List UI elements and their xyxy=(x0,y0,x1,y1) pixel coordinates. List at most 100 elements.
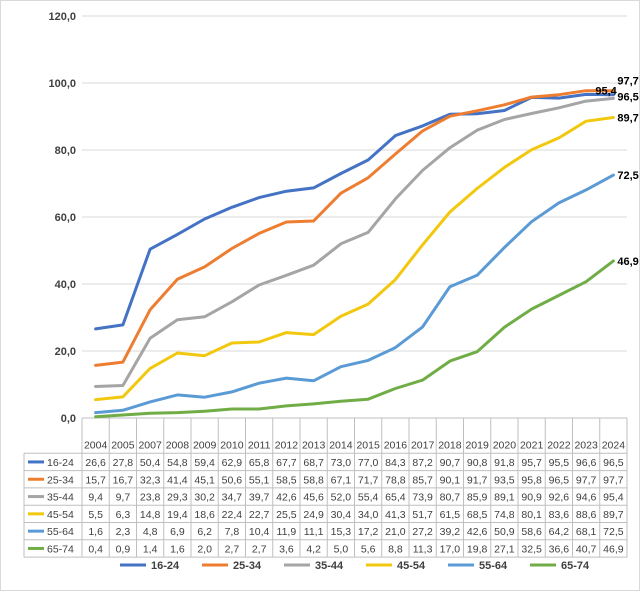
table-cell: 55,1 xyxy=(249,474,270,486)
table-cell: 34,7 xyxy=(222,492,243,504)
table-series-name: 35-44 xyxy=(47,492,74,504)
table-cell: 10,4 xyxy=(249,526,270,538)
table-series-name: 25-34 xyxy=(47,474,74,486)
table-cell: 16,7 xyxy=(113,474,134,486)
table-cell: 73,0 xyxy=(331,457,352,469)
table-cell: 4,8 xyxy=(143,526,158,538)
table-cell: 68,5 xyxy=(467,509,488,521)
x-tick-label: 2021 xyxy=(520,440,544,452)
table-cell: 90,8 xyxy=(467,457,488,469)
table-cell: 89,7 xyxy=(603,509,624,521)
table-cell: 5,0 xyxy=(334,543,349,555)
table-cell: 85,9 xyxy=(467,492,488,504)
end-label-65-74: 46,9 xyxy=(617,256,638,268)
y-tick-label: 60,0 xyxy=(55,212,76,224)
table-cell: 23,8 xyxy=(140,492,161,504)
end-label-16-24: 96,5 xyxy=(617,92,638,104)
table-cell: 24,9 xyxy=(303,509,324,521)
x-tick-label: 2004 xyxy=(84,440,108,452)
table-cell: 62,9 xyxy=(222,457,243,469)
table-cell: 15,3 xyxy=(331,526,352,538)
y-tick-label: 120,0 xyxy=(48,11,76,23)
x-tick-label: 2013 xyxy=(302,440,326,452)
table-cell: 9,7 xyxy=(116,492,131,504)
table-cell: 1,6 xyxy=(88,526,103,538)
table-cell: 5,5 xyxy=(88,509,103,521)
table-cell: 17,2 xyxy=(358,526,379,538)
table-cell: 88,6 xyxy=(576,509,597,521)
table-cell: 50,4 xyxy=(140,457,161,469)
table-cell: 72,5 xyxy=(603,526,624,538)
table-cell: 41,3 xyxy=(385,509,406,521)
table-cell: 18,6 xyxy=(194,509,215,521)
table-cell: 77,0 xyxy=(358,457,379,469)
table-cell: 41,4 xyxy=(167,474,188,486)
x-tick-label: 2015 xyxy=(356,440,380,452)
table-cell: 67,1 xyxy=(331,474,352,486)
table-cell: 1,4 xyxy=(143,543,158,555)
table-cell: 27,2 xyxy=(412,526,433,538)
table-cell: 85,7 xyxy=(412,474,433,486)
x-tick-label: 2024 xyxy=(602,440,626,452)
table-cell: 25,5 xyxy=(276,509,297,521)
table-cell: 80,1 xyxy=(521,509,542,521)
table-cell: 80,7 xyxy=(440,492,461,504)
table-series-name: 45-54 xyxy=(47,509,74,521)
x-tick-label: 2011 xyxy=(248,440,271,452)
table-cell: 26,6 xyxy=(85,457,106,469)
table-cell: 8,8 xyxy=(388,543,403,555)
table-cell: 6,3 xyxy=(116,509,131,521)
table-cell: 50,9 xyxy=(494,526,515,538)
table-cell: 30,4 xyxy=(331,509,352,521)
table-cell: 5,6 xyxy=(361,543,376,555)
y-tick-label: 40,0 xyxy=(55,279,76,291)
table-cell: 64,2 xyxy=(549,526,570,538)
table-cell: 29,3 xyxy=(167,492,188,504)
table-cell: 40,7 xyxy=(576,543,597,555)
table-cell: 30,2 xyxy=(194,492,215,504)
legend-label-65-74: 65-74 xyxy=(561,560,590,572)
table-cell: 50,6 xyxy=(222,474,243,486)
table-cell: 15,7 xyxy=(85,474,106,486)
table-cell: 54,8 xyxy=(167,457,188,469)
legend-label-55-64: 55-64 xyxy=(479,560,508,572)
table-cell: 97,7 xyxy=(576,474,597,486)
table-cell: 96,6 xyxy=(576,457,597,469)
table-cell: 2,7 xyxy=(225,543,240,555)
table-cell: 68,7 xyxy=(303,457,324,469)
table-cell: 11,1 xyxy=(304,526,324,538)
table-cell: 73,9 xyxy=(412,492,433,504)
table-cell: 14,8 xyxy=(140,509,161,521)
table-cell: 97,7 xyxy=(603,474,624,486)
table-cell: 78,8 xyxy=(385,474,406,486)
table-cell: 22,4 xyxy=(222,509,243,521)
table-cell: 87,2 xyxy=(412,457,433,469)
table-cell: 46,9 xyxy=(603,543,624,555)
table-cell: 27,8 xyxy=(113,457,134,469)
table-cell: 71,7 xyxy=(358,474,379,486)
table-cell: 58,6 xyxy=(521,526,542,538)
x-tick-label: 2014 xyxy=(329,440,353,452)
table-cell: 65,4 xyxy=(385,492,406,504)
table-cell: 4,2 xyxy=(306,543,321,555)
table-cell: 6,9 xyxy=(170,526,185,538)
table-cell: 11,9 xyxy=(277,526,297,538)
series-line-35-44 xyxy=(94,96,615,388)
y-tick-label: 80,0 xyxy=(55,145,76,157)
table-cell: 2,7 xyxy=(252,543,267,555)
table-cell: 22,7 xyxy=(249,509,270,521)
table-cell: 92,6 xyxy=(549,492,570,504)
legend-label-35-44: 35-44 xyxy=(315,560,344,572)
table-cell: 83,6 xyxy=(549,509,570,521)
table-cell: 45,6 xyxy=(303,492,324,504)
table-cell: 39,7 xyxy=(249,492,270,504)
table-cell: 32,3 xyxy=(140,474,161,486)
table-cell: 19,4 xyxy=(167,509,188,521)
table-cell: 90,1 xyxy=(440,474,461,486)
table-cell: 51,7 xyxy=(412,509,433,521)
table-cell: 90,7 xyxy=(440,457,461,469)
table-cell: 95,4 xyxy=(603,492,624,504)
y-tick-label: 0,0 xyxy=(61,413,76,425)
end-label-45-54: 89,7 xyxy=(617,113,638,125)
table-cell: 55,4 xyxy=(358,492,379,504)
